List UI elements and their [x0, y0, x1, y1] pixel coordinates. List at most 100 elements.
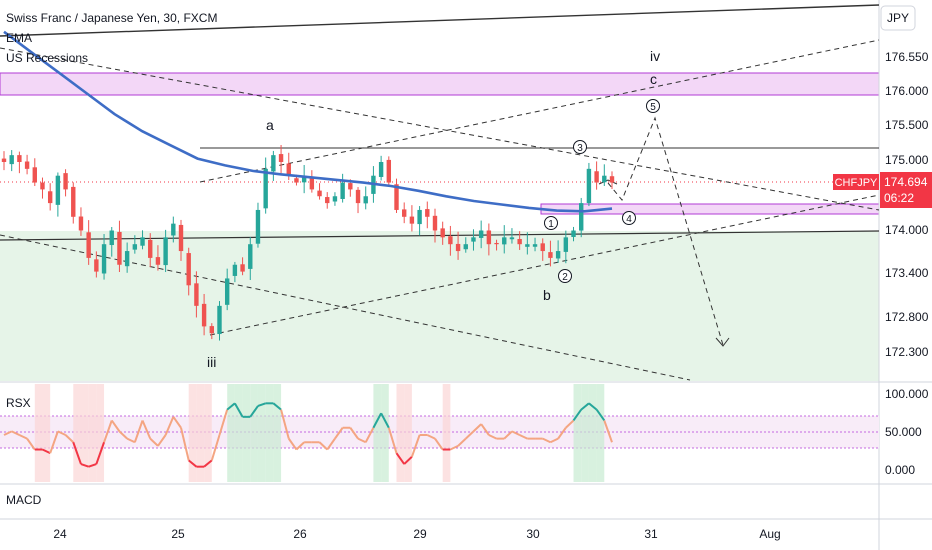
- channel-lower-dashed[interactable]: [0, 234, 691, 381]
- rsx-segment: [157, 434, 167, 447]
- candle-body[interactable]: [517, 238, 522, 245]
- top-trendline[interactable]: [0, 4, 880, 37]
- symbol-title[interactable]: Swiss Franc / Japanese Yen, 30, FXCM: [6, 11, 217, 25]
- candle-body[interactable]: [101, 244, 107, 274]
- candle-body[interactable]: [278, 154, 284, 162]
- candle-body[interactable]: [425, 209, 430, 217]
- candle-body[interactable]: [409, 216, 415, 224]
- candle-body[interactable]: [1, 158, 7, 162]
- candle-body[interactable]: [309, 177, 315, 190]
- candle-body[interactable]: [71, 186, 76, 217]
- candle-body[interactable]: [463, 244, 468, 250]
- candle-body[interactable]: [40, 182, 45, 190]
- candle-body[interactable]: [509, 237, 515, 240]
- rsx-segment: [349, 427, 359, 440]
- candle-body[interactable]: [502, 237, 507, 245]
- currency-button[interactable]: JPY: [880, 5, 916, 31]
- candle-body[interactable]: [217, 305, 222, 335]
- candle-body[interactable]: [325, 197, 330, 204]
- candle-body[interactable]: [294, 178, 299, 183]
- wedge-lower-dashed[interactable]: [209, 194, 880, 336]
- candle-body[interactable]: [148, 239, 153, 258]
- candle-body[interactable]: [317, 190, 322, 197]
- candle-body[interactable]: [86, 232, 91, 258]
- candle-body[interactable]: [201, 303, 207, 327]
- last-price-badge[interactable]: CHFJPY 174.694 06:22: [833, 172, 932, 208]
- candle-body[interactable]: [94, 259, 99, 272]
- candle-body[interactable]: [386, 159, 392, 183]
- candle-body[interactable]: [532, 244, 538, 247]
- candle-body[interactable]: [478, 230, 484, 238]
- indicator-recessions-label[interactable]: US Recessions: [6, 51, 88, 65]
- candle-body[interactable]: [132, 244, 138, 250]
- candle-body[interactable]: [9, 155, 14, 165]
- candlestick-series[interactable]: [1, 144, 615, 341]
- candle-body[interactable]: [109, 230, 114, 246]
- candle-body[interactable]: [563, 237, 569, 252]
- candle-body[interactable]: [255, 209, 261, 244]
- candle-body[interactable]: [248, 244, 253, 269]
- candle-body[interactable]: [548, 252, 553, 258]
- channel-upper-dashed[interactable]: [0, 47, 880, 211]
- ema-line[interactable]: [3, 30, 613, 213]
- projection-path[interactable]: [607, 116, 724, 346]
- rsx-line[interactable]: [3, 402, 613, 468]
- candle-body[interactable]: [117, 231, 122, 265]
- candle-body[interactable]: [240, 264, 245, 272]
- candle-body[interactable]: [494, 242, 499, 245]
- candle-body[interactable]: [525, 244, 530, 247]
- candle-body[interactable]: [355, 189, 361, 204]
- candle-body[interactable]: [555, 251, 561, 259]
- candle-body[interactable]: [363, 196, 368, 204]
- candle-body[interactable]: [155, 257, 161, 265]
- support-trendline[interactable]: [0, 230, 880, 241]
- candle-body[interactable]: [171, 223, 176, 236]
- macd-label[interactable]: MACD: [6, 493, 42, 507]
- candle-body[interactable]: [63, 173, 68, 190]
- candle-body[interactable]: [124, 251, 130, 267]
- candle-body[interactable]: [579, 203, 584, 231]
- candle-body[interactable]: [78, 216, 84, 231]
- candle-body[interactable]: [540, 243, 545, 252]
- candle-body[interactable]: [224, 278, 230, 305]
- candle-body[interactable]: [440, 228, 445, 238]
- candle-body[interactable]: [140, 237, 145, 246]
- candle-body[interactable]: [24, 161, 30, 169]
- candle-body[interactable]: [32, 167, 37, 183]
- candle-body[interactable]: [348, 183, 353, 190]
- candle-body[interactable]: [178, 224, 184, 252]
- candle-body[interactable]: [209, 326, 214, 334]
- candle-body[interactable]: [378, 162, 384, 177]
- candle-body[interactable]: [455, 243, 461, 252]
- price-tick: 172.300: [885, 345, 929, 359]
- candle-body[interactable]: [232, 264, 238, 276]
- candle-body[interactable]: [55, 175, 61, 205]
- candle-body[interactable]: [594, 171, 599, 183]
- candle-body[interactable]: [340, 182, 345, 199]
- candle-body[interactable]: [332, 196, 338, 202]
- candle-body[interactable]: [301, 175, 307, 183]
- candle-body[interactable]: [163, 237, 168, 266]
- candle-body[interactable]: [432, 215, 438, 231]
- wedge-upper-dashed[interactable]: [199, 39, 880, 183]
- candle-body[interactable]: [186, 253, 191, 286]
- candle-body[interactable]: [571, 230, 576, 237]
- candle-body[interactable]: [394, 184, 399, 210]
- candle-body[interactable]: [417, 209, 422, 225]
- indicator-ema-label[interactable]: EMA: [6, 31, 32, 45]
- candle-body[interactable]: [486, 230, 492, 245]
- candle-body[interactable]: [47, 191, 53, 204]
- candle-body[interactable]: [609, 176, 615, 183]
- candle-body[interactable]: [402, 209, 407, 217]
- candle-body[interactable]: [194, 283, 199, 306]
- rsx-label[interactable]: RSX: [6, 396, 31, 410]
- candle-body[interactable]: [471, 237, 476, 242]
- candle-body[interactable]: [271, 155, 276, 172]
- candle-body[interactable]: [586, 168, 592, 204]
- candle-body[interactable]: [17, 155, 22, 162]
- candle-body[interactable]: [448, 236, 453, 245]
- candle-body[interactable]: [602, 175, 607, 183]
- candle-body[interactable]: [286, 163, 291, 176]
- candle-body[interactable]: [263, 168, 268, 209]
